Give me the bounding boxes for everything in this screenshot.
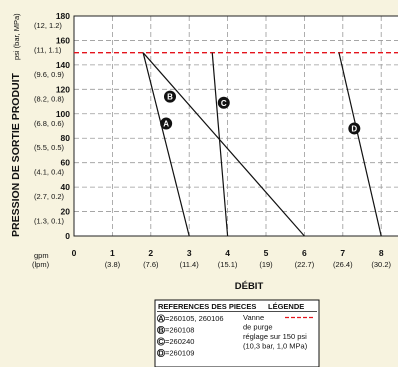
legend-key-circle-b xyxy=(156,325,165,334)
legend-valve-text: de purge xyxy=(243,323,273,332)
y-tick-label: 60 xyxy=(61,158,71,168)
y-tick-sublabel: (2.7, 0.2) xyxy=(34,192,65,201)
plot-frame xyxy=(73,15,398,237)
series-line-a xyxy=(142,52,190,237)
x-tick-label: 8 xyxy=(379,248,384,258)
x-tick-sublabel: (22.7) xyxy=(295,260,315,269)
x-unit-secondary: (lpm) xyxy=(32,260,50,269)
y-tick-sublabel: (8.2, 0.8) xyxy=(34,94,65,103)
legend-key-circle-d xyxy=(156,348,165,357)
y-tick-sublabel: (4.1, 0.4) xyxy=(34,168,65,177)
legend-valve-text: réglage sur 150 psi xyxy=(243,332,307,341)
legend-key-a: A xyxy=(158,314,164,323)
legend-key-b: B xyxy=(158,326,164,335)
series-label-b: B xyxy=(167,93,173,102)
y-tick-sublabel: (6.8, 0.6) xyxy=(34,119,65,128)
x-tick-label: 7 xyxy=(340,248,345,258)
x-tick-label: 2 xyxy=(148,248,153,258)
legend-key-circle-a xyxy=(156,314,165,323)
x-tick-sublabel: (15.1) xyxy=(218,260,238,269)
y-tick-sublabel: (1.3, 0.1) xyxy=(34,217,65,226)
legend-valve-text: Vanne xyxy=(243,313,264,322)
x-tick-label: 6 xyxy=(302,248,307,258)
x-tick-label: 0 xyxy=(72,248,77,258)
y-tick-label: 140 xyxy=(56,60,70,70)
series-line-c xyxy=(211,52,229,237)
y-tick-label: 160 xyxy=(56,35,70,45)
y-tick-label: 40 xyxy=(61,182,71,192)
y-tick-label: 0 xyxy=(65,231,70,241)
series-marker-b xyxy=(164,90,176,103)
x-axis-title: DÉBIT xyxy=(235,281,264,292)
y-axis-title: PRESSION DE SORTIE PRODUIT xyxy=(10,72,22,237)
x-tick-label: 5 xyxy=(264,248,269,258)
y-tick-sublabel: (12, 1.2) xyxy=(34,21,62,30)
x-tick-sublabel: (26.4) xyxy=(333,260,353,269)
x-tick-sublabel: (7.6) xyxy=(143,260,159,269)
series-line-d xyxy=(338,52,382,237)
legend-item-text: =260108 xyxy=(165,326,194,335)
legend-key-circle-c xyxy=(156,337,165,346)
y-tick-sublabel: (11, 1.1) xyxy=(34,45,62,54)
x-tick-sublabel: (30.2) xyxy=(371,260,391,269)
x-tick-sublabel: (11.4) xyxy=(180,260,200,269)
x-tick-label: 1 xyxy=(110,248,115,258)
x-tick-label: 3 xyxy=(187,248,192,258)
series-label-d: D xyxy=(351,124,357,133)
y-tick-sublabel: (5.5, 0.5) xyxy=(34,143,65,152)
legend-item-text: =260105, 260106 xyxy=(165,314,224,323)
legend-header-parts: REFERENCES DES PIECES xyxy=(158,302,256,311)
legend-key-d: D xyxy=(158,349,164,358)
series-marker-c xyxy=(217,96,230,109)
legend-header-legend: LÉGENDE xyxy=(268,302,304,311)
x-tick-sublabel: (19) xyxy=(259,260,273,269)
legend-key-c: C xyxy=(158,337,164,346)
legend-valve-text: (10,3 bar, 1,0 MPa) xyxy=(243,342,308,351)
y-axis-units: psi (bar, MPa) xyxy=(12,13,21,60)
series-marker-a xyxy=(160,117,173,130)
y-tick-label: 80 xyxy=(61,133,71,143)
legend-item-text: =260109 xyxy=(165,349,194,358)
y-tick-label: 120 xyxy=(56,84,70,94)
series-marker-d xyxy=(348,122,361,135)
y-tick-sublabel: (9.6, 0.9) xyxy=(34,70,65,79)
x-tick-sublabel: (3.8) xyxy=(105,260,121,269)
x-unit-primary: gpm xyxy=(34,251,49,260)
series-label-c: C xyxy=(221,99,227,108)
legend-item-text: =260240 xyxy=(165,337,194,346)
y-tick-label: 100 xyxy=(56,109,70,119)
series-line-b xyxy=(142,52,305,237)
y-tick-label: 180 xyxy=(56,11,70,21)
series-label-a: A xyxy=(163,120,169,129)
y-tick-label: 20 xyxy=(61,207,71,217)
x-tick-label: 4 xyxy=(225,248,230,258)
